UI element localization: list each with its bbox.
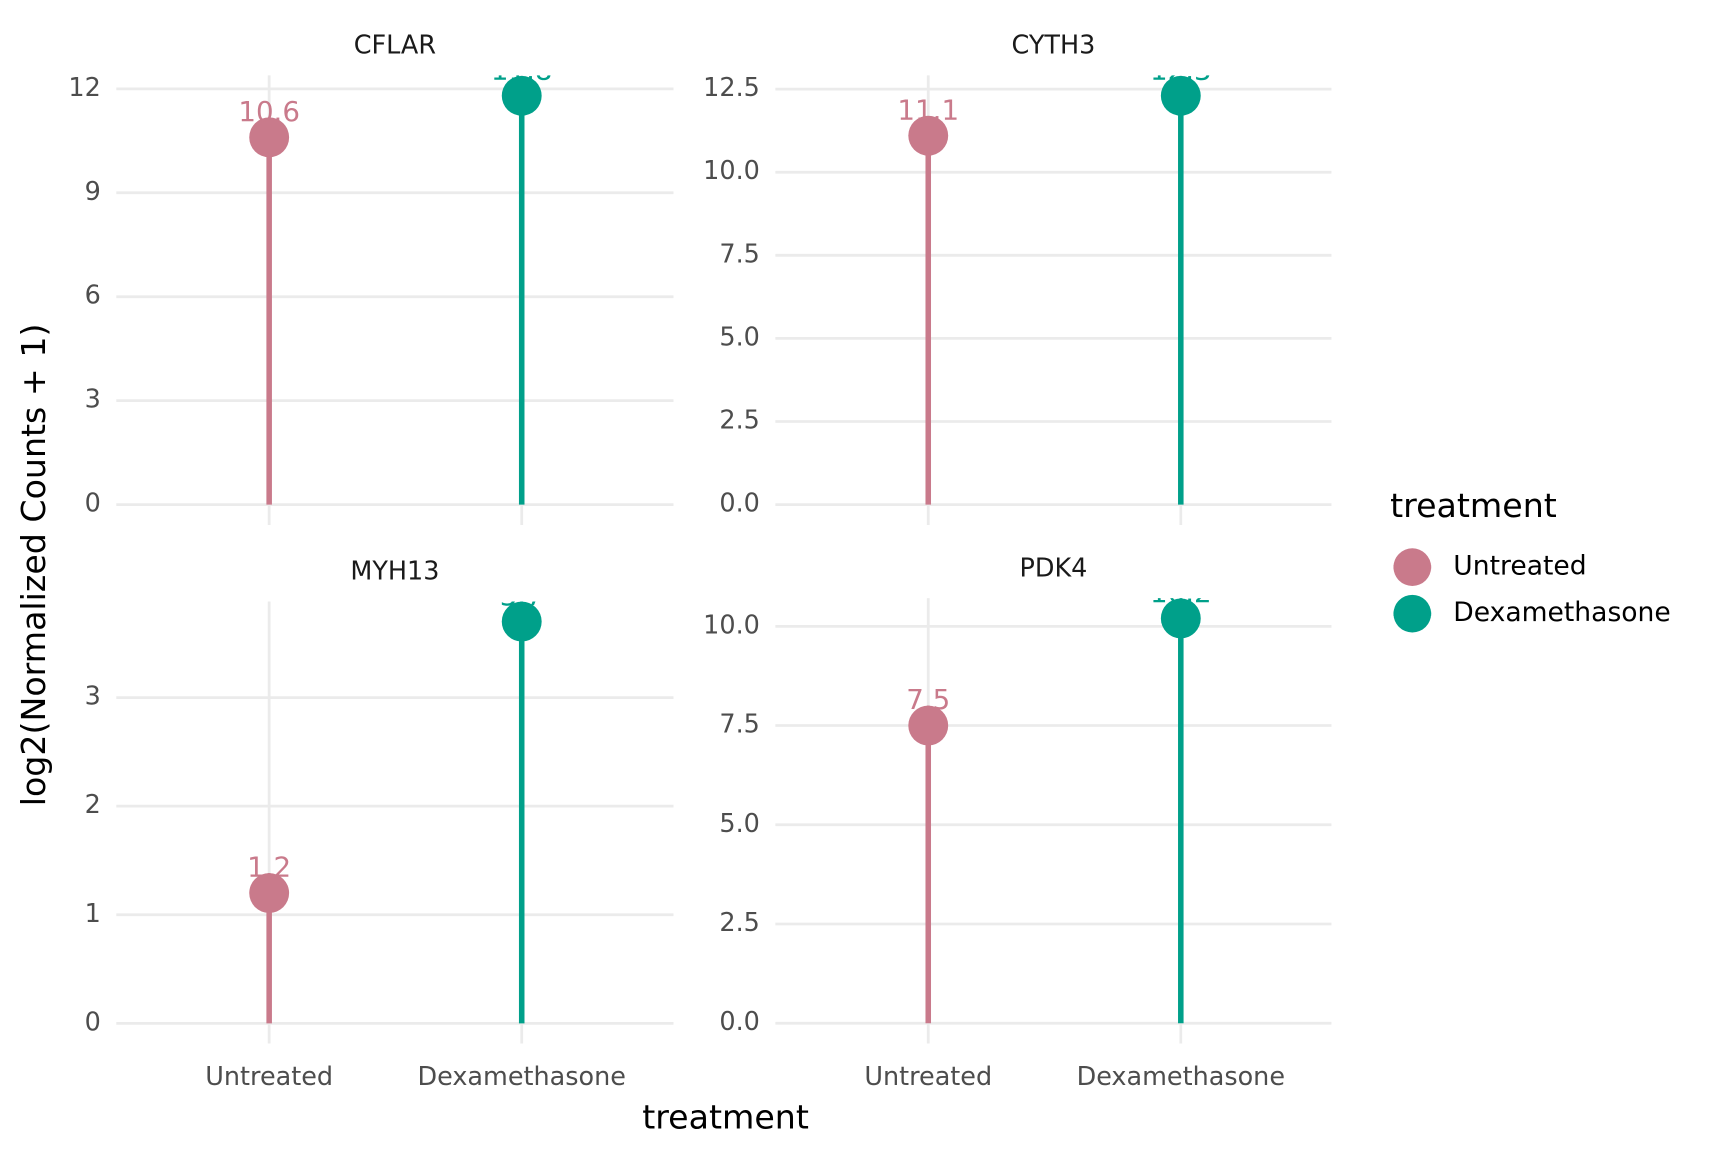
y-tick-label: 0 bbox=[85, 1007, 101, 1037]
x-tick-label: Untreated bbox=[864, 1062, 992, 1092]
y-tick-label: 3 bbox=[85, 682, 101, 712]
y-tick-label: 5.0 bbox=[719, 809, 760, 839]
value-label: 10.6 bbox=[238, 95, 300, 128]
point bbox=[249, 117, 290, 158]
y-tick-label: 9 bbox=[85, 177, 101, 207]
y-tick-label: 10.0 bbox=[703, 156, 760, 186]
point bbox=[249, 873, 290, 913]
panel-title: CFLAR bbox=[354, 31, 436, 61]
point bbox=[1160, 598, 1201, 639]
y-tick-label: 2.5 bbox=[719, 406, 760, 436]
point bbox=[501, 601, 542, 642]
point bbox=[908, 705, 949, 746]
panel-title: CYTH3 bbox=[1012, 31, 1096, 61]
point bbox=[1160, 75, 1201, 116]
y-tick-label: 6 bbox=[85, 281, 101, 311]
y-tick-label: 0 bbox=[85, 489, 101, 519]
panel-marks: 11.1 12.3 bbox=[897, 53, 1212, 505]
point bbox=[908, 115, 949, 156]
legend-label: Untreated bbox=[1453, 551, 1586, 582]
y-tick-label: 5.0 bbox=[719, 322, 760, 352]
y-tick-label: 12 bbox=[68, 73, 100, 103]
panel-marks: 10.6 11.8 bbox=[238, 53, 553, 505]
x-tick-label: Dexamethasone bbox=[1077, 1062, 1285, 1092]
panel-marks: 1.2 3.7 bbox=[247, 579, 544, 1024]
y-tick-label: 10.0 bbox=[703, 610, 760, 640]
value-label: 1.2 bbox=[247, 851, 291, 884]
y-tick-label: 0.0 bbox=[719, 489, 760, 519]
value-label: 11.8 bbox=[491, 53, 553, 86]
panel-title: PDK4 bbox=[1019, 553, 1087, 583]
value-label: 11.1 bbox=[897, 93, 959, 126]
panel-marks: 7.5 10.2 bbox=[906, 576, 1212, 1024]
legend-label: Dexamethasone bbox=[1453, 597, 1670, 628]
point bbox=[501, 75, 542, 116]
legend-symbol bbox=[1393, 548, 1432, 586]
y-tick-label: 7.5 bbox=[719, 239, 760, 269]
y-tick-label: 3 bbox=[85, 385, 101, 415]
legend-symbol bbox=[1393, 594, 1432, 633]
legend-title: treatment bbox=[1390, 486, 1557, 525]
y-tick-label: 2.5 bbox=[719, 908, 760, 938]
value-label: 10.2 bbox=[1150, 576, 1212, 609]
value-label: 12.3 bbox=[1150, 53, 1212, 86]
panel-title: MYH13 bbox=[350, 557, 439, 587]
value-label: 7.5 bbox=[906, 683, 950, 716]
y-tick-label: 2 bbox=[85, 790, 101, 820]
y-tick-label: 1 bbox=[85, 899, 101, 929]
value-label: 3.7 bbox=[500, 579, 544, 612]
y-axis-title: log2(Normalized Counts + 1) bbox=[14, 324, 53, 807]
y-tick-label: 0.0 bbox=[719, 1007, 760, 1037]
y-tick-label: 12.5 bbox=[703, 73, 760, 103]
x-tick-label: Untreated bbox=[205, 1062, 333, 1092]
y-tick-label: 7.5 bbox=[719, 710, 760, 740]
x-axis-title: treatment bbox=[642, 1097, 809, 1136]
x-tick-label: Dexamethasone bbox=[418, 1062, 626, 1092]
